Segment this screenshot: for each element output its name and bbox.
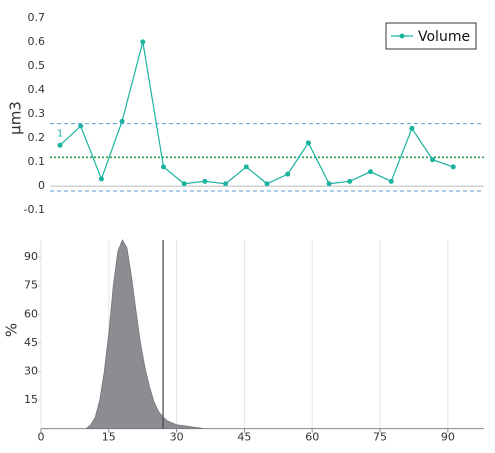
data-point [57,142,63,148]
data-point [450,164,456,170]
x-tick-label: 75 [373,431,387,444]
legend: Volume [385,22,477,50]
data-point [305,140,311,146]
data-point [409,125,415,131]
data-point [264,181,270,187]
data-point [223,181,229,187]
y-tick-label: 60 [24,307,38,320]
y-tick-label: 30 [24,364,38,377]
x-tick-label: 45 [237,431,251,444]
y-tick-label: 0.4 [28,83,46,96]
data-point [326,181,332,187]
data-point [161,164,166,170]
data-point [78,123,84,129]
x-tick-label: 60 [305,431,319,444]
data-point [140,39,146,45]
y-tick-label: 0.1 [28,155,46,168]
y-tick-label: 75 [24,279,38,292]
x-tick-label: 90 [441,431,455,444]
y-axis-label: % [3,323,21,337]
x-tick-label: 0 [38,431,45,444]
legend-label: Volume [418,29,470,45]
y-tick-label: 0.5 [28,59,46,72]
y-tick-label: 0.3 [28,107,46,120]
data-point [98,176,104,182]
y-tick-label: 0.6 [28,35,46,48]
data-point [181,181,187,187]
y-tick-label: -0.1 [24,203,45,216]
y-tick-label: 90 [24,250,38,263]
data-point [119,118,125,124]
distribution-area [85,239,204,430]
x-tick-label: 15 [102,431,116,444]
legend-swatch-marker [399,33,405,39]
annotation: 1 [57,128,63,139]
y-tick-label: 45 [24,336,38,349]
y-axis-label: µm3 [7,101,25,135]
data-point [368,169,373,175]
y-tick-label: 0 [38,179,45,192]
data-point [285,171,291,177]
data-point [388,178,394,184]
data-point [347,178,353,184]
x-tick-label: 30 [170,431,184,444]
series-line [59,41,454,185]
data-point [202,178,208,184]
data-point [243,164,249,170]
data-point [430,157,436,163]
y-tick-label: 0.2 [28,131,46,144]
y-tick-label: 0.7 [28,11,46,24]
y-tick-label: 15 [24,393,38,406]
